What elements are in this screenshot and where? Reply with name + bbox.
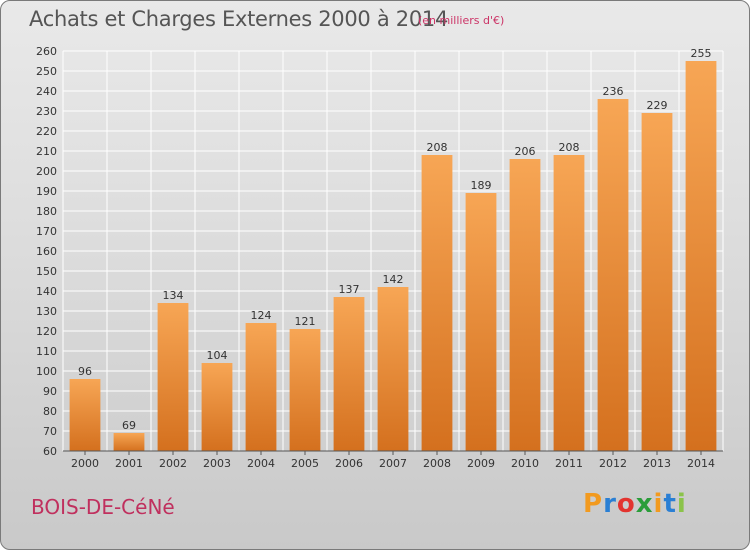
bar-2002 (157, 303, 189, 451)
bar-2010 (509, 159, 541, 451)
y-tick-label: 250 (36, 65, 57, 78)
x-tick-label-2010: 2010 (511, 457, 539, 470)
bar-2007 (377, 287, 409, 451)
x-tick-label-2002: 2002 (159, 457, 187, 470)
bar-2003 (201, 363, 233, 451)
y-tick-label: 90 (43, 385, 57, 398)
y-tick-label: 200 (36, 165, 57, 178)
bar-2009 (465, 193, 497, 451)
x-tick-label-2013: 2013 (643, 457, 671, 470)
value-label-2009: 189 (471, 179, 492, 192)
value-label-2000: 96 (78, 365, 92, 378)
y-tick-label: 130 (36, 305, 57, 318)
y-tick-label: 160 (36, 245, 57, 258)
logo-letter: i (676, 489, 687, 519)
y-tick-label: 260 (36, 45, 57, 58)
x-axis: 2000 2001 2002 2003 2004 2005 2006 2007 2008 2009… (63, 450, 723, 470)
value-label-2007: 142 (383, 273, 404, 286)
y-tick-label: 240 (36, 85, 57, 98)
bar-2000 (69, 379, 101, 451)
bar-2005 (289, 329, 321, 451)
y-tick-label: 190 (36, 185, 57, 198)
x-tick-label-2006: 2006 (335, 457, 363, 470)
bar-2004 (245, 323, 277, 451)
y-tick-label: 170 (36, 225, 57, 238)
value-label-2005: 121 (295, 315, 316, 328)
value-label-2006: 137 (339, 283, 360, 296)
value-label-2014: 255 (691, 47, 712, 60)
value-label-2011: 208 (559, 141, 580, 154)
y-tick-label: 100 (36, 365, 57, 378)
value-labels: 96 69 134 104 124 121 137 142 208 189 206 208 236 229… (78, 47, 712, 432)
value-label-2012: 236 (603, 85, 624, 98)
y-tick-label: 150 (36, 265, 57, 278)
value-label-2003: 104 (207, 349, 228, 362)
value-label-2010: 206 (515, 145, 536, 158)
x-tick-label-2000: 2000 (71, 457, 99, 470)
bars (69, 61, 717, 451)
y-tick-label: 180 (36, 205, 57, 218)
chart-subtitle: (en milliers d'€) (418, 14, 505, 27)
x-tick-label-2009: 2009 (467, 457, 495, 470)
y-tick-label: 70 (43, 425, 57, 438)
value-label-2008: 208 (427, 141, 448, 154)
bar-2006 (333, 297, 365, 451)
logo-letter: o (616, 489, 636, 519)
x-tick-label-2014: 2014 (687, 457, 715, 470)
value-label-2004: 124 (251, 309, 272, 322)
y-tick-label: 220 (36, 125, 57, 138)
x-tick-label-2011: 2011 (555, 457, 583, 470)
place-name: BOIS-DE-CéNé (31, 495, 175, 519)
value-label-2002: 134 (163, 289, 184, 302)
y-axis: 60 70 80 90 100 110 120 130 140 150 160 170 180 190 20… (36, 45, 57, 458)
x-tick-label-2008: 2008 (423, 457, 451, 470)
x-tick-label-2005: 2005 (291, 457, 319, 470)
bar-2011 (553, 155, 585, 451)
logo-letter: i (653, 489, 664, 519)
y-tick-label: 80 (43, 405, 57, 418)
x-tick-label-2012: 2012 (599, 457, 627, 470)
value-label-2001: 69 (122, 419, 136, 432)
chart-title: Achats et Charges Externes 2000 à 2014 (29, 7, 449, 31)
y-tick-label: 120 (36, 325, 57, 338)
proxiti-logo: Proxiti (583, 489, 687, 519)
x-tick-label-2003: 2003 (203, 457, 231, 470)
logo-letter: x (635, 489, 654, 519)
y-tick-label: 230 (36, 105, 57, 118)
logo-letter: P (583, 489, 604, 519)
logo-letter: t (663, 489, 677, 519)
bar-2001 (113, 433, 145, 451)
x-tick-label-2004: 2004 (247, 457, 275, 470)
x-tick-label-2007: 2007 (379, 457, 407, 470)
y-tick-label: 60 (43, 445, 57, 458)
value-label-2013: 229 (647, 99, 668, 112)
y-tick-label: 110 (36, 345, 57, 358)
y-tick-label: 210 (36, 145, 57, 158)
bar-2013 (641, 113, 673, 451)
x-tick-label-2001: 2001 (115, 457, 143, 470)
bar-2008 (421, 155, 453, 451)
bar-2014 (685, 61, 717, 451)
logo-letter: r (603, 489, 617, 519)
y-tick-label: 140 (36, 285, 57, 298)
bar-2012 (597, 99, 629, 451)
